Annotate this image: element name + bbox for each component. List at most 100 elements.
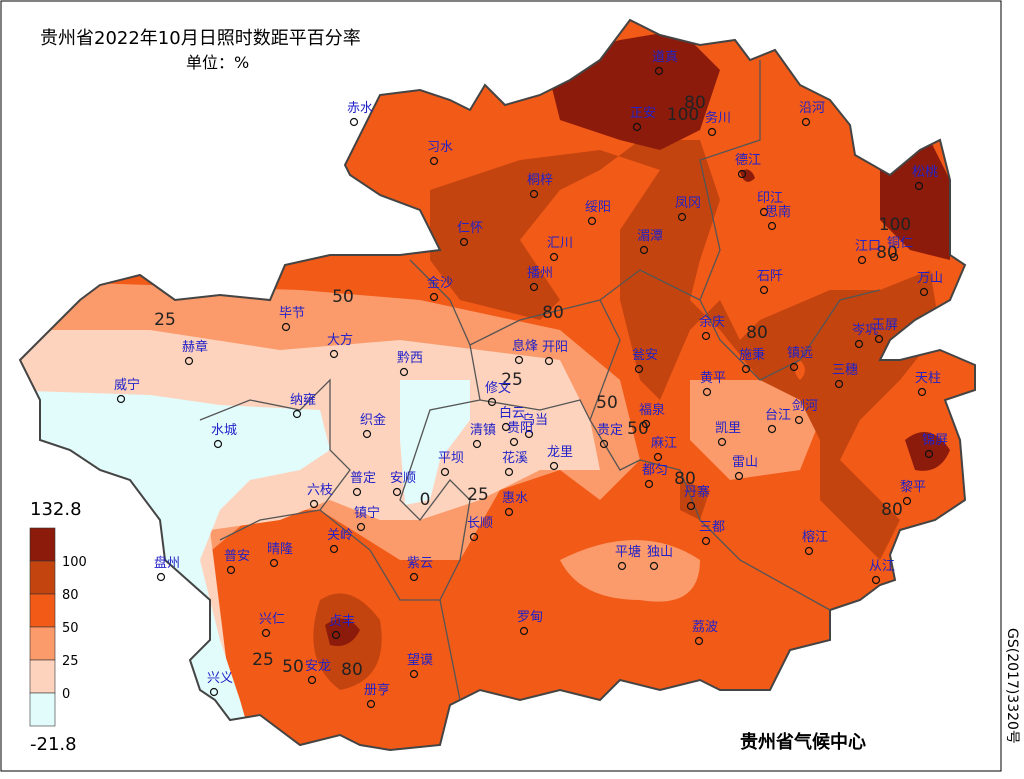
station-marker — [356, 522, 366, 532]
station-name: 余庆 — [699, 314, 725, 330]
contour-label: 100 — [667, 105, 699, 125]
station-marker — [459, 237, 469, 247]
contour-label: 80 — [542, 303, 564, 323]
contour-label: 25 — [154, 310, 176, 330]
legend-label: 132.8 — [30, 499, 82, 520]
station-marker — [472, 439, 482, 449]
station-marker — [487, 397, 497, 407]
station-marker — [529, 189, 539, 199]
station-marker — [759, 285, 769, 295]
station-name: 独山 — [647, 545, 673, 560]
station-name: 务川 — [705, 110, 731, 126]
station-name: 兴义 — [207, 671, 233, 686]
station-name: 凤冈 — [675, 196, 701, 211]
station-marker — [801, 117, 811, 127]
station-marker — [349, 117, 359, 127]
station-marker — [549, 461, 559, 471]
station-name: 天柱 — [915, 371, 941, 386]
station-marker — [734, 471, 744, 481]
legend-swatch — [29, 560, 56, 595]
station-name: 松桃 — [912, 165, 938, 180]
contour-label: 50 — [332, 287, 354, 307]
station-name: 龙里 — [547, 445, 573, 460]
contour-label: 100 — [879, 215, 911, 235]
station-name: 石阡 — [757, 269, 783, 284]
station-marker — [269, 558, 279, 568]
legend-label: 25 — [62, 654, 79, 669]
station-marker — [504, 507, 514, 517]
station-marker — [440, 467, 450, 477]
station-marker — [686, 501, 696, 511]
station-marker — [677, 212, 687, 222]
station-name: 湄潭 — [637, 229, 663, 244]
station-name: 玉屏 — [872, 318, 898, 333]
station-marker — [529, 282, 539, 292]
station-marker — [871, 575, 881, 585]
side-note: GS(2017)3320号 — [1004, 628, 1020, 744]
station-name: 岑巩 — [852, 323, 878, 338]
station-name: 盘州 — [154, 555, 180, 571]
station-name: 水城 — [211, 423, 237, 438]
station-marker — [399, 367, 409, 377]
station-name: 长顺 — [467, 516, 493, 531]
station-name: 贵阳 — [507, 421, 533, 436]
station-marker — [702, 387, 712, 397]
station-name: 赤水 — [347, 101, 373, 116]
station-name: 雷山 — [732, 455, 758, 470]
station-marker — [759, 207, 769, 217]
station-name: 从江 — [869, 559, 895, 574]
station-marker — [392, 487, 402, 497]
station-marker — [649, 561, 659, 571]
unit: 单位：% — [186, 53, 249, 72]
contour-label: 80 — [746, 323, 768, 343]
contour-label: 80 — [684, 93, 706, 113]
contour-label: 25 — [501, 370, 523, 390]
station-name: 平坝 — [438, 451, 464, 466]
station-name: 白云 — [499, 405, 525, 421]
station-marker — [184, 356, 194, 366]
station-name: 纳雍 — [290, 392, 316, 408]
city-borders — [199, 60, 881, 701]
station-name: 凯里 — [715, 421, 741, 436]
contour-label: 25 — [252, 650, 274, 670]
station-name: 习水 — [427, 140, 453, 155]
station-marker — [767, 221, 777, 231]
station-name: 黔西 — [397, 351, 423, 366]
station-marker — [639, 245, 649, 255]
station-marker — [741, 364, 751, 374]
station-name: 麻江 — [651, 436, 677, 451]
station-marker — [331, 630, 341, 640]
station-name: 正安 — [630, 106, 656, 121]
station-name: 毕节 — [279, 306, 305, 321]
contour-label: 80 — [341, 660, 363, 680]
legend: 132.8 100 80 50 25 0 -21.8 — [29, 499, 87, 755]
station-name: 威宁 — [114, 377, 140, 393]
station-marker — [501, 422, 511, 432]
station-name: 紫云 — [407, 556, 433, 571]
station-marker — [409, 572, 419, 582]
station-name: 三都 — [699, 520, 725, 535]
station-marker — [366, 699, 376, 709]
station-marker — [362, 429, 372, 439]
station-name: 绥阳 — [585, 200, 611, 215]
station-marker — [854, 339, 864, 349]
station-name: 丹寨 — [684, 484, 710, 500]
station-name: 赫章 — [182, 339, 208, 355]
station-marker — [641, 419, 651, 429]
station-marker — [213, 439, 223, 449]
contour-label: 80 — [674, 469, 696, 489]
legend-swatch — [29, 626, 56, 661]
station-marker — [429, 292, 439, 302]
station-marker — [599, 439, 609, 449]
station-marker — [701, 331, 711, 341]
station-name: 福泉 — [639, 402, 665, 418]
station-name: 望谟 — [407, 652, 433, 668]
station-name: 关岭 — [327, 528, 353, 543]
station-name: 大方 — [327, 332, 353, 348]
station-name: 瓮安 — [632, 348, 658, 363]
station-name: 沿河 — [799, 101, 825, 116]
station-marker — [924, 449, 934, 459]
